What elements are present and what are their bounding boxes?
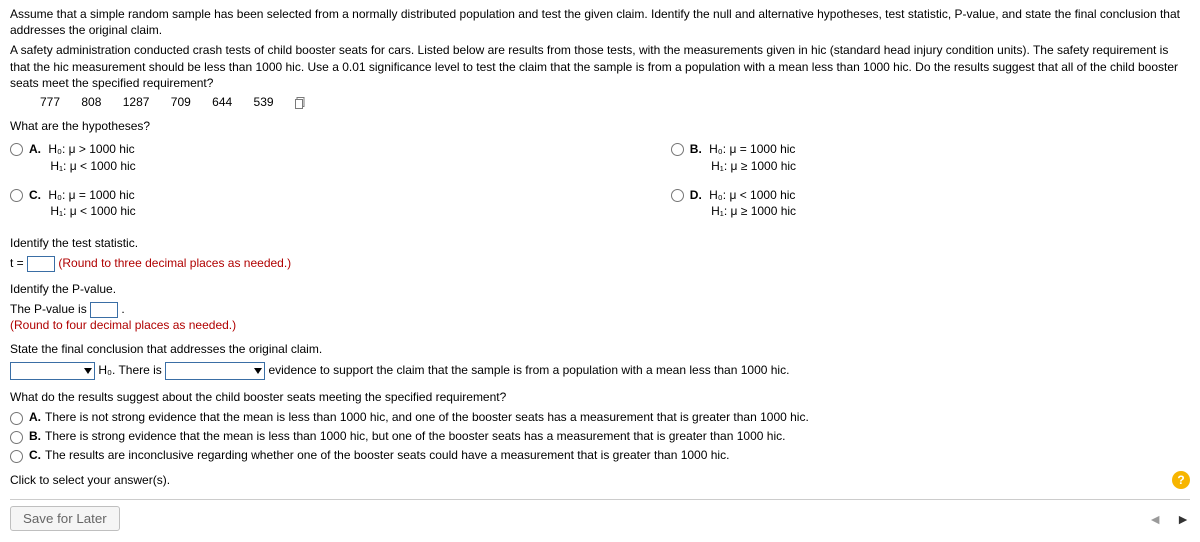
option-label: B.	[690, 142, 702, 156]
t-input-row: t = (Round to three decimal places as ne…	[10, 256, 1190, 272]
save-for-later-button[interactable]: Save for Later	[10, 506, 120, 531]
prev-arrow-icon[interactable]: ◄	[1148, 511, 1162, 527]
chevron-down-icon	[254, 368, 262, 374]
option-text: There is strong evidence that the mean i…	[45, 429, 785, 443]
option-text: There is not strong evidence that the me…	[45, 410, 809, 424]
hypotheses-question: What are the hypotheses?	[10, 119, 1190, 133]
click-to-select-text: Click to select your answer(s).	[10, 473, 170, 487]
option-h1: H₁: μ < 1000 hic	[50, 204, 135, 218]
data-value: 777	[40, 95, 60, 109]
hypothesis-option-d[interactable]: D. H₀: μ < 1000 hic H₁: μ ≥ 1000 hic	[671, 187, 1190, 221]
p-rounding-hint: (Round to four decimal places as needed.…	[10, 318, 1190, 332]
t-rounding-hint: (Round to three decimal places as needed…	[58, 256, 291, 270]
hypothesis-option-a[interactable]: A. H₀: μ > 1000 hic H₁: μ < 1000 hic	[10, 141, 671, 175]
radio-option-a[interactable]	[10, 143, 23, 156]
p-prefix: The P-value is	[10, 302, 87, 316]
help-icon[interactable]: ?	[1172, 471, 1190, 489]
option-h1: H₁: μ ≥ 1000 hic	[711, 159, 796, 173]
option-h0: H₀: μ < 1000 hic	[709, 188, 795, 202]
option-label: A.	[29, 142, 41, 156]
option-h0: H₀: μ = 1000 hic	[709, 142, 795, 156]
copy-icon[interactable]	[295, 97, 307, 109]
radio-results-a[interactable]	[10, 412, 23, 425]
option-label: C.	[29, 448, 41, 462]
option-h1: H₁: μ ≥ 1000 hic	[711, 204, 796, 218]
option-h1: H₁: μ < 1000 hic	[50, 159, 135, 173]
intro-paragraph-1: Assume that a simple random sample has b…	[10, 6, 1190, 38]
hypothesis-option-b[interactable]: B. H₀: μ = 1000 hic H₁: μ ≥ 1000 hic	[671, 141, 1190, 175]
identify-p-value-label: Identify the P-value.	[10, 282, 1190, 296]
p-suffix: .	[121, 302, 124, 316]
results-question: What do the results suggest about the ch…	[10, 390, 1190, 404]
t-prefix: t =	[10, 256, 24, 270]
conclusion-mid-text: H₀. There is	[98, 363, 165, 377]
option-label: C.	[29, 188, 41, 202]
option-label: B.	[29, 429, 41, 443]
results-option-a[interactable]: A. There is not strong evidence that the…	[10, 410, 1190, 425]
data-value: 808	[81, 95, 101, 109]
t-value-input[interactable]	[27, 256, 55, 272]
option-label: D.	[690, 188, 702, 202]
p-input-row: The P-value is .	[10, 302, 1190, 318]
data-value: 644	[212, 95, 232, 109]
option-h0: H₀: μ = 1000 hic	[48, 188, 134, 202]
conclusion-decision-select[interactable]	[10, 362, 95, 380]
nav-arrows: ◄ ►	[1148, 511, 1190, 527]
conclusion-tail-text: evidence to support the claim that the s…	[268, 363, 789, 377]
option-label: A.	[29, 410, 41, 424]
radio-results-b[interactable]	[10, 431, 23, 444]
radio-option-b[interactable]	[671, 143, 684, 156]
radio-results-c[interactable]	[10, 450, 23, 463]
state-final-conclusion-label: State the final conclusion that addresse…	[10, 342, 1190, 356]
identify-test-statistic-label: Identify the test statistic.	[10, 236, 1190, 250]
data-value: 539	[254, 95, 274, 109]
hypothesis-option-c[interactable]: C. H₀: μ = 1000 hic H₁: μ < 1000 hic	[10, 187, 671, 221]
data-value: 1287	[123, 95, 150, 109]
conclusion-evidence-select[interactable]	[165, 362, 265, 380]
radio-option-c[interactable]	[10, 189, 23, 202]
p-value-input[interactable]	[90, 302, 118, 318]
intro-paragraph-2: A safety administration conducted crash …	[10, 42, 1190, 91]
next-arrow-icon[interactable]: ►	[1176, 511, 1190, 527]
option-h0: H₀: μ > 1000 hic	[48, 142, 134, 156]
data-values-row: 777 808 1287 709 644 539	[40, 95, 1190, 109]
chevron-down-icon	[84, 368, 92, 374]
conclusion-sentence-row: H₀. There is evidence to support the cla…	[10, 362, 1190, 380]
data-value: 709	[171, 95, 191, 109]
radio-option-d[interactable]	[671, 189, 684, 202]
results-option-b[interactable]: B. There is strong evidence that the mea…	[10, 429, 1190, 444]
option-text: The results are inconclusive regarding w…	[45, 448, 729, 462]
results-option-c[interactable]: C. The results are inconclusive regardin…	[10, 448, 1190, 463]
